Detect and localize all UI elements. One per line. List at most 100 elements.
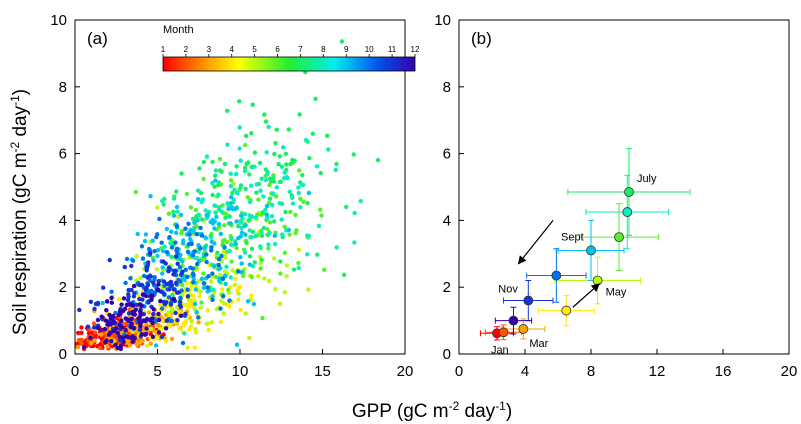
scatter-point [119, 302, 124, 307]
scatter-point [120, 325, 125, 330]
scatter-point [222, 223, 227, 228]
scatter-point [174, 254, 179, 259]
scatter-point [199, 217, 205, 222]
y-tick-label: 6 [59, 146, 67, 163]
scatter-point [292, 158, 297, 163]
colorbar-tick-label: 10 [365, 45, 374, 54]
scatter-point [185, 249, 191, 254]
x-tick-label: 4 [521, 363, 529, 380]
scatter-point [107, 312, 112, 318]
scatter-point [222, 301, 227, 306]
scatter-point [219, 169, 224, 174]
y-tick-label: 10 [50, 12, 67, 29]
scatter-point [187, 301, 192, 306]
scatter-point [264, 212, 269, 217]
scatter-point [135, 231, 140, 237]
scatter-point [245, 195, 250, 200]
scatter-point [192, 220, 197, 225]
scatter-point [270, 191, 276, 196]
scatter-point [123, 306, 128, 311]
scatter-point [110, 313, 116, 319]
scatter-point [209, 239, 214, 244]
scatter-point [225, 142, 230, 147]
scatter-point [131, 325, 137, 331]
scatter-point [228, 171, 233, 176]
panel-b-points [492, 187, 634, 339]
scatter-point [91, 321, 97, 326]
scatter-point [272, 233, 277, 238]
scatter-point [185, 294, 191, 299]
scatter-point [266, 278, 272, 284]
scatter-point [167, 235, 172, 240]
scatter-point [229, 242, 234, 247]
scatter-point [250, 102, 255, 107]
scatter-point [180, 269, 185, 274]
scatter-point [126, 287, 131, 293]
scatter-point [352, 240, 357, 245]
scatter-point [174, 230, 179, 235]
scatter-point [310, 131, 315, 136]
scatter-point [251, 301, 257, 307]
scatter-point [174, 204, 180, 210]
scatter-point [223, 215, 228, 220]
scatter-point [175, 209, 180, 214]
month-mean-point [624, 187, 634, 197]
scatter-point [109, 289, 114, 294]
colorbar-tick-label: 6 [275, 45, 280, 54]
scatter-point [76, 338, 82, 343]
scatter-point [212, 264, 217, 269]
scatter-point [140, 338, 145, 343]
scatter-point [204, 259, 209, 265]
scatter-point [125, 302, 130, 307]
scatter-point [270, 202, 275, 208]
scatter-point [221, 311, 226, 316]
scatter-point [155, 335, 160, 340]
panel-b-arrows [517, 220, 600, 308]
scatter-point [105, 299, 110, 304]
scatter-point [169, 245, 175, 250]
scatter-point [216, 266, 221, 272]
scatter-point [207, 209, 212, 215]
scatter-point [243, 250, 248, 255]
scatter-point [157, 317, 162, 323]
scatter-point [220, 203, 225, 208]
scatter-point [352, 210, 357, 216]
scatter-point [166, 265, 172, 270]
colorbar-ticks: 1 2 3 4 5 6 7 8 9 10 11 12 [161, 45, 420, 57]
scatter-point [171, 272, 176, 277]
scatter-point [341, 272, 347, 277]
scatter-point [164, 250, 170, 255]
scatter-point [333, 167, 338, 173]
scatter-point [190, 216, 196, 222]
scatter-point [183, 311, 188, 317]
x-tick-label: 15 [314, 363, 331, 380]
scatter-point [185, 274, 190, 279]
scatter-point [234, 171, 239, 177]
x-tick-label: 16 [715, 363, 732, 380]
scatter-point [106, 321, 112, 326]
scatter-point [277, 301, 283, 306]
scatter-point [128, 276, 133, 281]
scatter-point [137, 319, 142, 325]
scatter-point [258, 266, 263, 271]
x-tick-label: 8 [587, 363, 595, 380]
scatter-point [197, 294, 202, 299]
scatter-point [150, 334, 156, 339]
scatter-point [273, 141, 278, 146]
scatter-point [192, 298, 197, 303]
scatter-point [261, 194, 266, 199]
scatter-point [167, 287, 172, 292]
scatter-point [305, 252, 310, 257]
scatter-point [297, 168, 302, 173]
scatter-point [193, 327, 198, 332]
scatter-point [139, 244, 145, 249]
scatter-point [133, 189, 138, 195]
scatter-point [201, 159, 207, 165]
scatter-point [199, 233, 205, 238]
scatter-point [278, 179, 283, 184]
scatter-point [218, 319, 224, 324]
scatter-point [226, 206, 231, 212]
scatter-point [202, 245, 207, 250]
panel-a-points [74, 39, 381, 352]
